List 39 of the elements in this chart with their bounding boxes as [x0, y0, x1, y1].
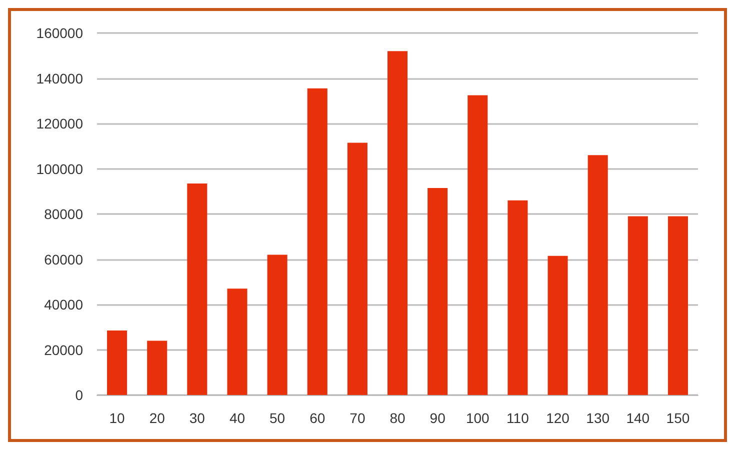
x-tick-label: 80	[390, 410, 406, 426]
x-tick-label: 100	[466, 410, 490, 426]
y-tick-label: 140000	[36, 70, 84, 86]
x-tick-label: 40	[229, 410, 246, 426]
x-tick-label: 140	[626, 410, 650, 426]
x-tick-label: 70	[350, 410, 366, 426]
y-tick-label: 40000	[44, 296, 84, 312]
bar	[187, 183, 208, 395]
x-tick-label: 50	[270, 410, 286, 426]
y-tick-label: 20000	[44, 342, 84, 358]
y-tick-label: 160000	[36, 25, 84, 41]
y-tick-label: 60000	[44, 251, 84, 268]
bar	[107, 330, 128, 395]
bar	[227, 288, 248, 395]
bar	[347, 142, 368, 395]
bar	[387, 51, 408, 395]
x-tick-label: 10	[109, 410, 126, 426]
bar	[147, 340, 168, 395]
x-tick-label: 90	[430, 410, 446, 426]
y-tick-label: 0	[75, 387, 84, 403]
bar	[668, 216, 688, 395]
x-tick-label: 30	[189, 410, 206, 426]
bar	[468, 95, 488, 395]
x-tick-label: 150	[666, 410, 690, 426]
bar	[267, 254, 288, 395]
x-tick-label: 20	[149, 410, 166, 426]
bar	[428, 188, 448, 395]
bar	[307, 88, 328, 395]
y-tick-label: 100000	[36, 160, 84, 177]
x-tick-label: 130	[586, 410, 610, 426]
bar	[588, 155, 608, 395]
y-tick-label: 80000	[44, 206, 84, 222]
bar	[508, 200, 528, 395]
y-tick-label: 120000	[36, 116, 84, 132]
bar	[548, 256, 568, 395]
x-tick-label: 110	[506, 410, 530, 426]
bar	[628, 216, 648, 395]
x-tick-label: 60	[310, 410, 326, 426]
x-tick-label: 120	[546, 410, 570, 426]
